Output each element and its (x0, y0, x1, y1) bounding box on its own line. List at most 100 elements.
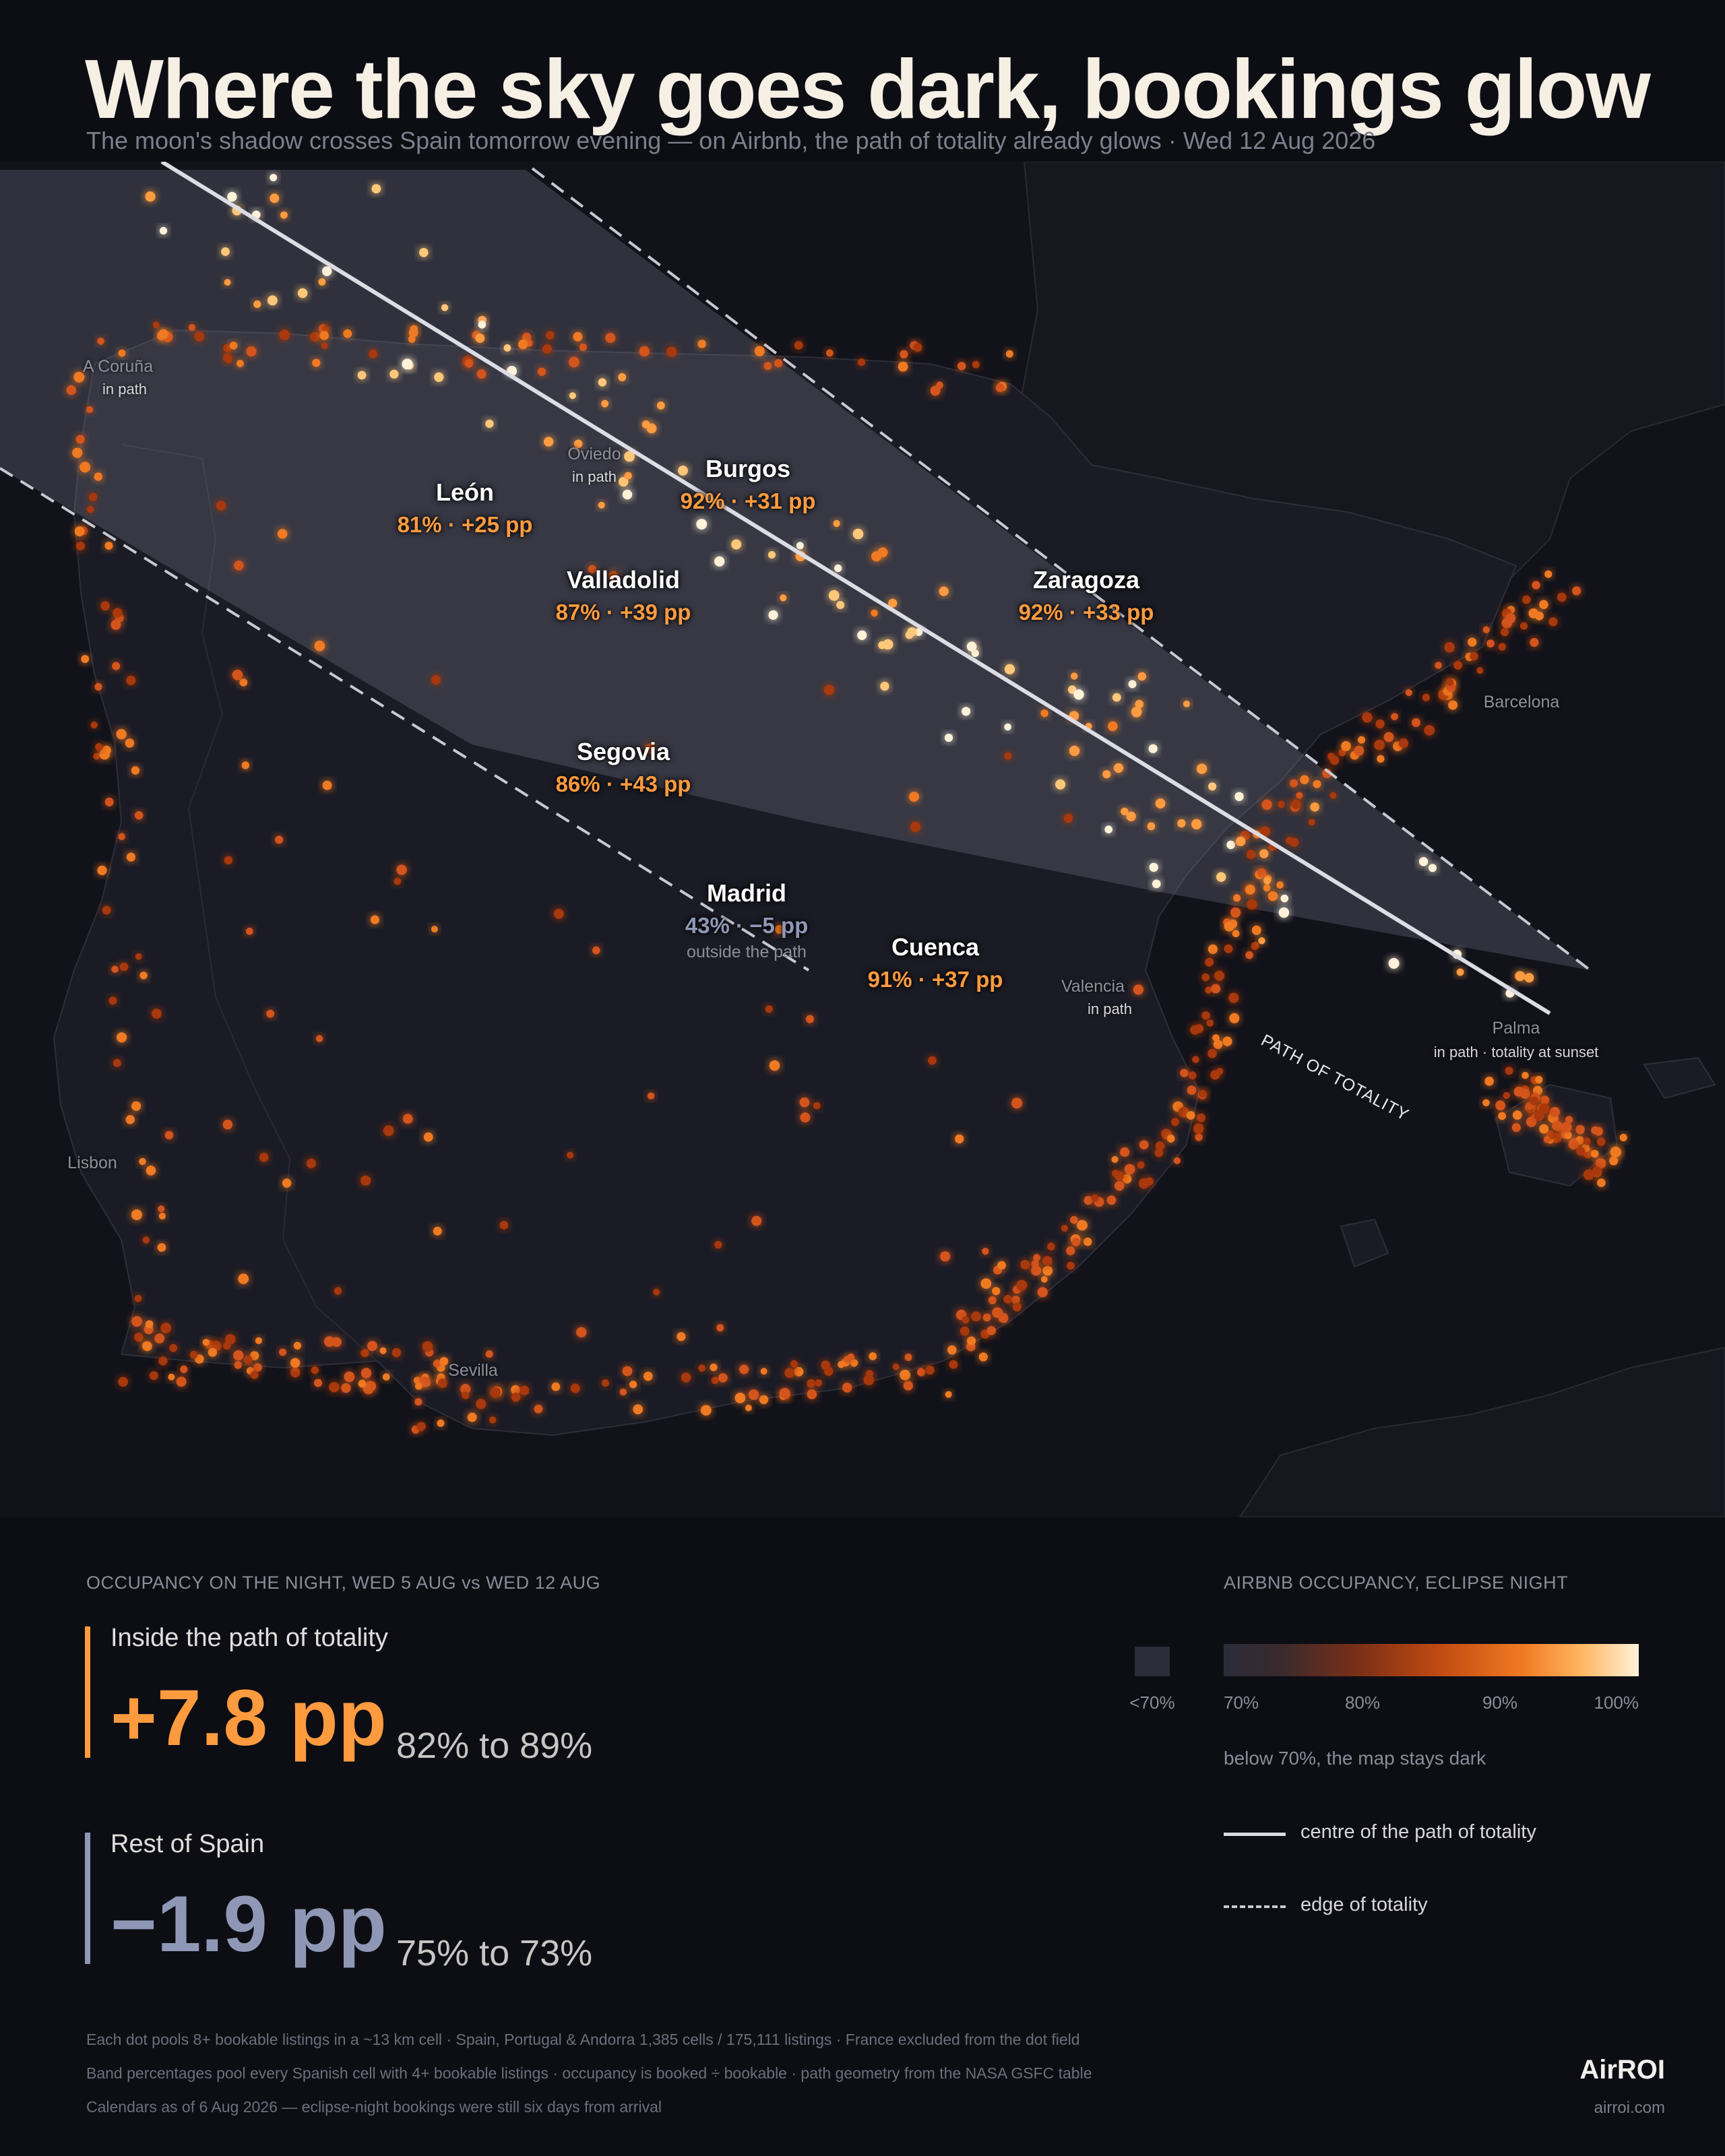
listing-dot (131, 766, 140, 775)
listing-dot (598, 378, 607, 387)
listing-dot (306, 1158, 317, 1169)
listing-dot (869, 1352, 877, 1360)
listing-dot (145, 1320, 154, 1329)
listing-dot (1077, 1219, 1088, 1231)
listing-dot (1205, 957, 1214, 967)
listing-dot (1596, 1137, 1606, 1146)
listing-dot (988, 1296, 997, 1304)
listing-dot (266, 1009, 275, 1018)
listing-dot (522, 332, 532, 342)
listing-dot (250, 1370, 259, 1379)
listing-dot (1152, 879, 1161, 889)
listing-dot (573, 439, 583, 449)
listing-dot (125, 738, 135, 748)
listing-dot (1412, 718, 1420, 727)
listing-dot (113, 608, 123, 618)
listing-dot (1211, 984, 1221, 994)
listing-dot (982, 1248, 989, 1255)
listing-dot (313, 1378, 323, 1387)
listing-dot (357, 371, 367, 380)
listing-dot (794, 341, 803, 350)
listing-dot (66, 385, 76, 395)
listing-dot (268, 295, 278, 306)
listing-dot (779, 1388, 790, 1399)
listing-dot (1539, 600, 1548, 610)
listing-dot (1120, 1147, 1130, 1158)
listing-dot (1552, 1120, 1563, 1131)
listing-dot (476, 1399, 487, 1409)
listing-dot (341, 1383, 351, 1393)
listing-dot (865, 1370, 873, 1378)
listing-dot (940, 1251, 951, 1262)
listing-dot (111, 965, 119, 973)
listing-dot (1444, 642, 1455, 653)
listing-dot (619, 1388, 627, 1396)
listing-dot (135, 953, 142, 960)
listing-dot (1214, 970, 1225, 981)
listing-dot (767, 550, 776, 559)
listing-dot (126, 852, 135, 862)
listing-dot (939, 586, 949, 596)
listing-dot (1391, 713, 1398, 720)
listing-dot (152, 1009, 162, 1019)
listing-dot (1543, 1136, 1551, 1143)
listing-dot (145, 191, 156, 202)
listing-dot (224, 279, 231, 286)
listing-dot (710, 1363, 718, 1372)
listing-dot (460, 1384, 471, 1395)
listing-dot (1498, 643, 1506, 651)
listing-dot (1208, 944, 1218, 954)
listing-dot (805, 1015, 815, 1023)
listing-dot (544, 437, 554, 447)
listing-dot (998, 1312, 1009, 1323)
listing-dot (73, 371, 85, 383)
listing-dot (633, 1404, 643, 1415)
listing-dot (222, 1119, 233, 1130)
listing-dot (986, 1326, 996, 1335)
listing-dot (1609, 1156, 1619, 1166)
listing-dot (511, 1392, 521, 1402)
listing-dot (877, 547, 888, 558)
listing-dot (414, 1398, 422, 1406)
listing-dot (322, 266, 332, 276)
listing-dot (618, 373, 627, 381)
listing-dot (1300, 775, 1309, 784)
listing-dot (1111, 1155, 1119, 1163)
listing-dot (245, 927, 253, 935)
listing-dot (966, 1336, 976, 1345)
listing-dot (1595, 1158, 1606, 1169)
stat-inside-path: Inside the path of totality +7.8 pp (85, 1624, 388, 1758)
listing-dot (154, 1333, 165, 1344)
listing-dot (279, 329, 290, 340)
listing-dot (1539, 1124, 1549, 1134)
listing-dot (971, 649, 979, 658)
listing-dot (780, 594, 787, 602)
listing-dot (799, 1097, 810, 1108)
listing-dot (223, 1341, 231, 1350)
place-palma: Palma in path · totality at sunset (1433, 1019, 1599, 1060)
listing-dot (1377, 755, 1385, 763)
listing-dot (379, 1347, 387, 1354)
listing-dot (229, 342, 238, 350)
listing-dot (329, 1382, 340, 1393)
listing-dot (1135, 699, 1144, 709)
listing-dot (126, 675, 136, 685)
totality-centre-line (160, 162, 1551, 1015)
listing-dot (936, 381, 943, 389)
listing-dot (104, 542, 113, 550)
listing-dot (423, 1132, 433, 1142)
listing-dot (947, 1345, 957, 1355)
listing-dot (1197, 1113, 1206, 1122)
listing-dot (419, 248, 429, 257)
listing-dot (1155, 1141, 1165, 1151)
legend-color-scale (1224, 1644, 1639, 1676)
iberia-landmass (53, 329, 1517, 1436)
listing-dot (769, 1060, 780, 1071)
listing-dot (639, 346, 650, 357)
listing-dot (1205, 986, 1212, 994)
listing-dot (243, 1356, 253, 1365)
listing-dot (97, 338, 104, 345)
listing-dot (1610, 1146, 1621, 1158)
listing-dot (1055, 779, 1066, 790)
portugal-border (121, 444, 378, 1362)
